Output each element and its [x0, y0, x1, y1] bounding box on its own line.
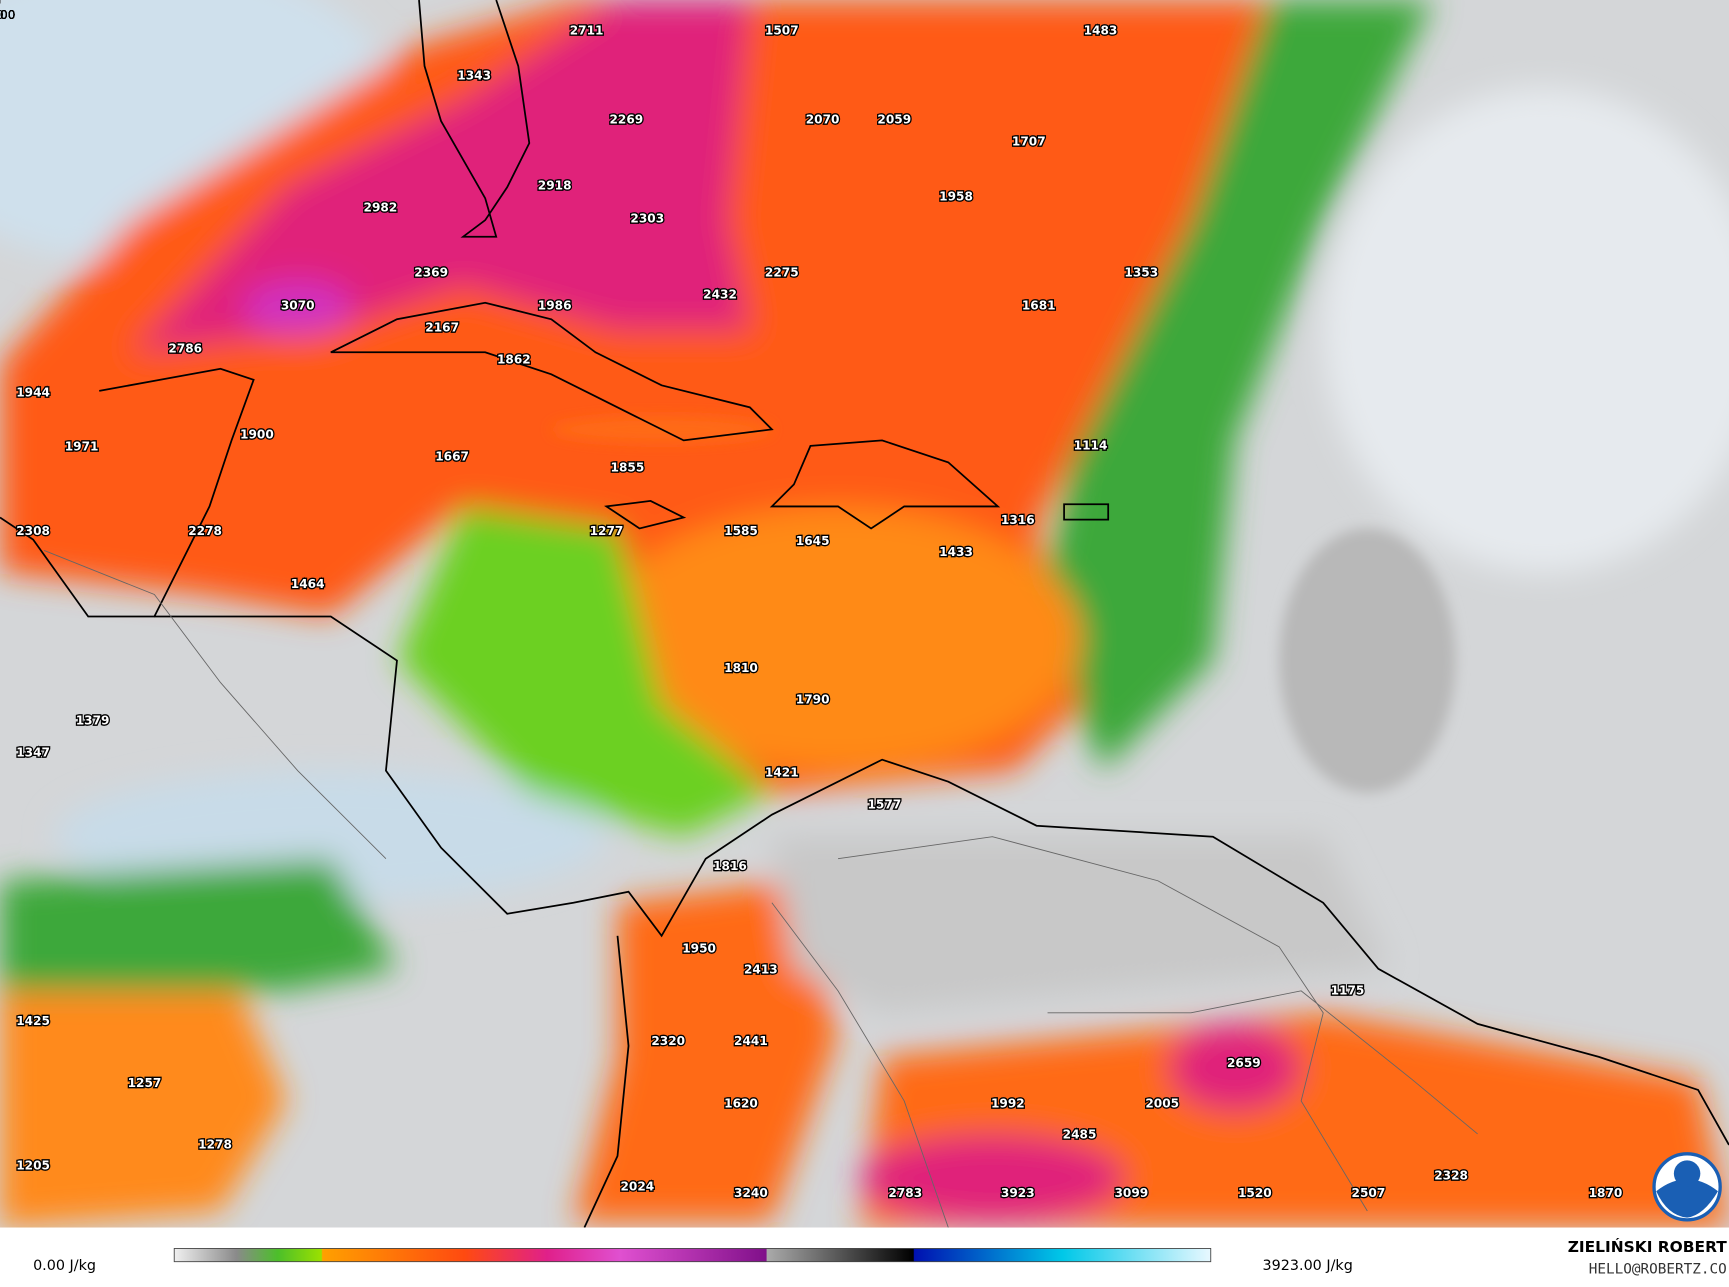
colorbar-tick-label: 2000	[0, 8, 15, 22]
value-label: 1421	[765, 765, 799, 779]
value-label: 1900	[240, 427, 274, 441]
value-label: 2369	[414, 266, 448, 280]
colorbar-tick-label: 3000	[0, 8, 15, 22]
credit-name: ZIELIŃSKI ROBERT	[1568, 1237, 1728, 1256]
value-label: 2167	[425, 321, 459, 335]
map-field	[0, 0, 1729, 1228]
value-label: 1343	[457, 68, 491, 82]
value-label: 1347	[16, 746, 50, 760]
value-label: 1277	[590, 524, 624, 538]
value-label: 1433	[939, 545, 973, 559]
colorbar-tick-label: 0	[0, 8, 4, 22]
value-label: 1950	[682, 942, 716, 956]
value-label: 2441	[734, 1034, 768, 1048]
borders	[43, 550, 1478, 1228]
value-label: 2024	[620, 1179, 654, 1193]
max-label: 3923.00 J/kg	[1263, 1258, 1353, 1274]
value-labels: 2711 1507 1483 1343 2269 2070 2059 1707 2918 1958…	[15, 22, 1624, 1201]
value-label: 2786	[168, 342, 202, 356]
value-label: 1620	[724, 1097, 758, 1111]
value-label: 1316	[1001, 513, 1035, 527]
value-label: 1175	[1331, 983, 1365, 997]
value-label: 1585	[724, 524, 758, 538]
value-label: 2059	[877, 113, 911, 127]
value-label: 2918	[538, 179, 572, 193]
value-label: 1862	[497, 353, 531, 367]
value-label: 1257	[128, 1076, 162, 1090]
value-label: 1464	[291, 577, 325, 591]
min-label: 0.00 J/kg	[33, 1258, 96, 1274]
value-label: 1577	[867, 797, 901, 811]
value-label: 1816	[713, 859, 747, 873]
value-label: 2982	[364, 201, 398, 215]
value-label: 1520	[1238, 1186, 1272, 1200]
colorbar-tick-label: 5000	[0, 8, 15, 22]
value-label: 2485	[1063, 1128, 1097, 1142]
colorbar	[173, 1248, 1212, 1263]
value-label: 2328	[1434, 1168, 1468, 1182]
noaa-logo	[1652, 1152, 1722, 1222]
value-label: 1855	[611, 460, 645, 474]
value-label: 2303	[630, 212, 664, 226]
value-label: 2659	[1227, 1056, 1261, 1070]
value-label: 1958	[939, 190, 973, 204]
value-label: 1645	[796, 534, 830, 548]
value-label: 1707	[1012, 135, 1046, 149]
value-label: 3099	[1114, 1186, 1148, 1200]
value-label: 1992	[991, 1097, 1025, 1111]
value-label: 2275	[765, 266, 799, 280]
value-label: 3240	[734, 1186, 768, 1200]
value-label: 2783	[888, 1186, 922, 1200]
value-label: 1353	[1124, 266, 1158, 280]
value-label: 1790	[796, 693, 830, 707]
colorbar-tick-label: 4000	[0, 8, 15, 22]
value-label: 2413	[744, 962, 778, 976]
value-label: 1870	[1589, 1186, 1623, 1200]
value-label: 2308	[16, 524, 50, 538]
colorbar-tick-label: 1000	[0, 8, 15, 22]
value-label: 1205	[16, 1158, 50, 1172]
value-label: 3070	[281, 299, 315, 313]
value-label: 1971	[65, 439, 99, 453]
value-label: 1810	[724, 661, 758, 675]
value-label: 1379	[76, 714, 110, 728]
value-label: 2269	[609, 113, 643, 127]
value-label: 1986	[538, 299, 572, 313]
value-label: 1681	[1022, 299, 1056, 313]
value-label: 2070	[806, 113, 840, 127]
colorbar-ticks: 01000200030004000500060007000	[0, 0, 15, 22]
value-label: 2320	[651, 1034, 685, 1048]
value-label: 2711	[570, 23, 604, 37]
value-label: 1507	[765, 23, 799, 37]
value-label: 2005	[1145, 1097, 1179, 1111]
value-label: 2278	[188, 524, 222, 538]
value-label: 3923	[1001, 1186, 1035, 1200]
value-label: 1667	[435, 449, 469, 463]
value-label: 1114	[1074, 438, 1108, 452]
value-label: 1425	[16, 1014, 50, 1028]
credit-email: HELLO@ROBERTZ.CO	[1589, 1261, 1727, 1277]
value-label: 2507	[1352, 1186, 1386, 1200]
value-label: 1483	[1084, 23, 1118, 37]
value-label: 1278	[198, 1137, 232, 1151]
coastlines	[0, 0, 1729, 1228]
value-label: 2432	[703, 288, 737, 302]
colorbar-tick-label: 6000	[0, 8, 15, 22]
value-label: 1944	[16, 386, 50, 400]
